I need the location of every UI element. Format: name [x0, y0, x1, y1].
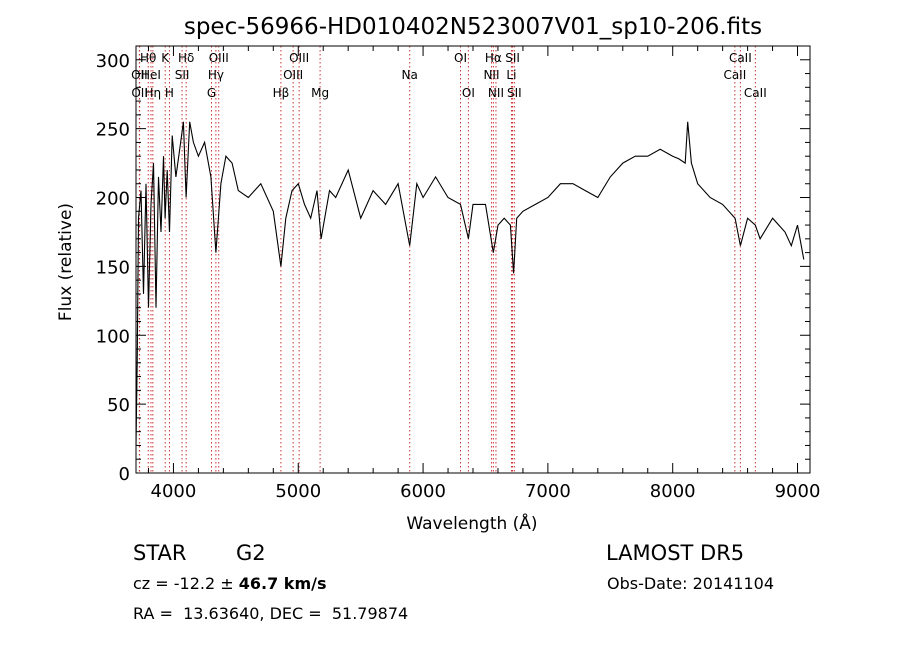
marker-label-12: Hβ — [273, 86, 290, 100]
marker-label-8: Hδ — [178, 51, 194, 65]
marker-label-20: NII — [483, 68, 499, 82]
marker-label-16: Na — [402, 68, 418, 82]
y-tick-label-50: 50 — [107, 395, 130, 416]
marker-label-5: K — [161, 51, 170, 65]
marker-label-3: HeI — [141, 68, 161, 82]
marker-label-21: NII — [488, 86, 504, 100]
marker-label-25: CaII — [729, 51, 752, 65]
y-tick-label-200: 200 — [96, 189, 130, 210]
marker-label-23: Li — [506, 68, 516, 82]
x-tick-label-7000: 7000 — [525, 481, 571, 502]
marker-label-10: Hγ — [208, 68, 224, 82]
x-tick-label-8000: 8000 — [650, 481, 696, 502]
marker-label-6: H — [165, 86, 174, 100]
y-tick-label-250: 250 — [96, 120, 130, 141]
spectral-line-markers — [138, 46, 756, 473]
spectrum-series-line — [135, 121, 805, 446]
y-axis: 0 50 100 150 200 250 300 — [96, 51, 810, 485]
marker-label-11: G — [207, 86, 216, 100]
marker-label-19: Hα — [485, 51, 502, 65]
marker-label-13: OIII — [283, 68, 303, 82]
x-axis: 4000 5000 6000 7000 8000 9000 — [147, 46, 821, 502]
marker-label-22: SII — [505, 51, 520, 65]
obs-date-label: Obs-Date: 20141104 — [607, 574, 775, 593]
marker-label-26: CaII — [723, 68, 746, 82]
chart-title: spec-56966-HD010402N523007V01_sp10-206.f… — [184, 14, 762, 40]
redshift-value: cz = -12.2 ± — [133, 574, 239, 593]
marker-label-15: Mg — [311, 86, 329, 100]
plot-area-frame — [135, 45, 811, 474]
redshift-error: 46.7 km/s — [238, 574, 327, 593]
y-tick-label-150: 150 — [96, 257, 130, 278]
redshift-label: cz = -12.2 ± 46.7 km/s — [133, 574, 326, 593]
y-tick-label-0: 0 — [119, 464, 130, 485]
marker-label-2: OII — [131, 86, 148, 100]
marker-label-9: OIII — [209, 51, 229, 65]
y-tick-label-300: 300 — [96, 51, 130, 72]
marker-label-7: SII — [175, 68, 190, 82]
marker-label-18: OI — [462, 86, 475, 100]
object-type-label: STAR — [133, 541, 187, 565]
x-tick-label-4000: 4000 — [151, 481, 197, 502]
survey-label: LAMOST DR5 — [606, 541, 745, 565]
coordinates-label: RA = 13.63640, DEC = 51.79874 — [133, 604, 409, 623]
marker-label-14: OIII — [289, 51, 309, 65]
y-tick-label-100: 100 — [96, 326, 130, 347]
x-tick-label-9000: 9000 — [775, 481, 821, 502]
x-axis-label: Wavelength (Å) — [406, 512, 537, 534]
marker-label-1: OII — [131, 68, 148, 82]
marker-label-0: Hθ — [140, 51, 156, 65]
marker-label-17: OI — [454, 51, 467, 65]
x-tick-label-5000: 5000 — [275, 481, 321, 502]
y-axis-label: Flux (relative) — [56, 203, 76, 321]
marker-label-24: SII — [507, 86, 522, 100]
x-tick-label-6000: 6000 — [400, 481, 446, 502]
subclass-label: G2 — [236, 541, 266, 565]
marker-label-27: CaII — [744, 86, 767, 100]
marker-label-4: Hη — [145, 86, 162, 100]
